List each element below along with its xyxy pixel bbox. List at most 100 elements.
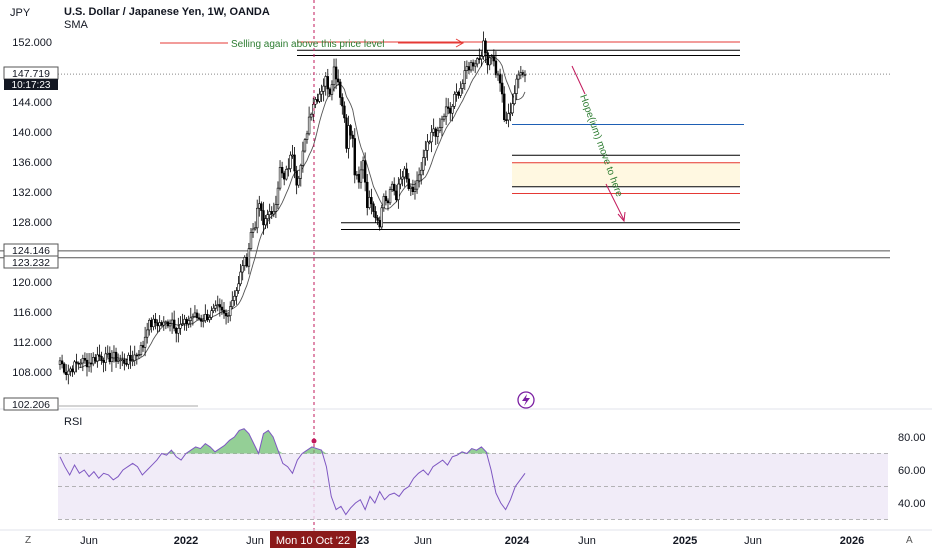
candle <box>420 161 423 185</box>
price-tick-label: 136.000 <box>12 157 52 169</box>
candle <box>314 96 317 109</box>
candle <box>241 260 244 281</box>
price-axis[interactable]: 152.000148.000144.000140.000136.000132.0… <box>12 37 52 379</box>
candle <box>305 130 309 144</box>
candle <box>189 307 192 328</box>
candle <box>110 350 114 372</box>
candle <box>222 301 226 319</box>
candle <box>287 158 290 177</box>
candle <box>442 113 446 122</box>
candle <box>376 214 379 226</box>
candle <box>231 291 234 310</box>
crosshair-rsi-marker <box>311 438 317 444</box>
candle <box>191 313 195 326</box>
candle <box>83 352 87 364</box>
candle <box>320 84 323 102</box>
level-high-label: 124.146 <box>12 245 50 257</box>
candle <box>251 223 255 238</box>
indicator-sma-label[interactable]: SMA <box>64 19 88 31</box>
candle <box>393 177 396 196</box>
candle <box>459 81 462 99</box>
zoom-reset-button[interactable]: Z <box>25 535 32 546</box>
candle <box>210 306 213 320</box>
candle <box>417 167 421 188</box>
candle <box>143 326 147 357</box>
candle <box>60 354 64 369</box>
candle <box>197 313 201 321</box>
time-tick-label: 2025 <box>673 535 697 547</box>
candle <box>384 190 388 206</box>
price-tick-label: 108.000 <box>12 367 52 379</box>
candle <box>492 49 496 67</box>
candle <box>451 103 454 122</box>
rsi-axis[interactable]: 80.00 60.00 40.00 <box>898 432 926 510</box>
time-axis[interactable]: Jun 2022 Jun 2023 Jun 2024 Jun 2025 Jun 2026 <box>80 535 864 547</box>
candle <box>359 161 363 189</box>
candle <box>274 195 278 219</box>
candle <box>380 204 383 230</box>
candles <box>58 31 527 385</box>
time-tick-label: 2026 <box>840 535 864 547</box>
candle <box>484 38 487 63</box>
candle <box>168 319 172 332</box>
candle <box>430 125 433 153</box>
candle <box>336 69 340 86</box>
crosshair-date-label: Mon 10 Oct '22 <box>276 535 350 547</box>
candle <box>75 353 78 373</box>
candle <box>220 299 224 315</box>
candle <box>413 180 417 200</box>
candle <box>347 115 350 159</box>
price-tick-label: 116.000 <box>13 307 52 319</box>
candle <box>370 188 373 215</box>
candle <box>212 303 215 314</box>
candle <box>226 311 230 323</box>
candle <box>330 80 334 101</box>
time-tick-label: 2024 <box>505 535 530 547</box>
candle <box>96 346 99 368</box>
rsi-overbought-fill <box>166 428 492 454</box>
rsi-line <box>59 428 526 516</box>
candle <box>444 97 448 126</box>
level-bottom-label: 102.206 <box>12 399 50 411</box>
horizontal-levels <box>0 41 890 259</box>
candle <box>133 345 136 367</box>
candle <box>343 101 346 123</box>
candle <box>500 74 504 103</box>
candle <box>374 206 377 223</box>
candle <box>114 347 118 368</box>
candle <box>507 103 510 128</box>
time-tick-label: Jun <box>80 535 98 547</box>
candle <box>498 68 502 92</box>
level-low-label: 123.232 <box>12 257 50 269</box>
candle <box>509 102 512 122</box>
rsi-title[interactable]: RSI <box>64 416 83 428</box>
auto-scale-button[interactable]: A <box>906 535 913 546</box>
candle <box>266 209 269 229</box>
candle <box>249 227 253 251</box>
candle <box>280 161 284 178</box>
candle <box>480 51 483 67</box>
candle <box>446 98 450 115</box>
candle <box>405 162 408 183</box>
symbol-label[interactable]: JPY <box>10 7 31 19</box>
candle <box>145 322 149 344</box>
candle <box>517 70 520 89</box>
candle <box>428 140 431 145</box>
candle <box>195 309 199 321</box>
candle <box>503 86 506 123</box>
candle <box>301 141 305 173</box>
candle <box>399 168 402 190</box>
price-tick-label: 140.000 <box>12 127 52 139</box>
price-tick-label: 144.000 <box>12 97 52 109</box>
candle <box>339 78 342 106</box>
rsi-tick-label: 60.00 <box>898 465 926 477</box>
price-tick-label: 112.000 <box>13 337 52 349</box>
annotation-top-text: Selling again above this price level <box>231 39 384 50</box>
price-tick-label: 128.000 <box>12 217 52 229</box>
candle <box>131 350 134 367</box>
candle <box>285 165 288 181</box>
lightning-icon[interactable] <box>517 391 535 409</box>
candle <box>253 221 257 231</box>
candle <box>488 55 491 71</box>
